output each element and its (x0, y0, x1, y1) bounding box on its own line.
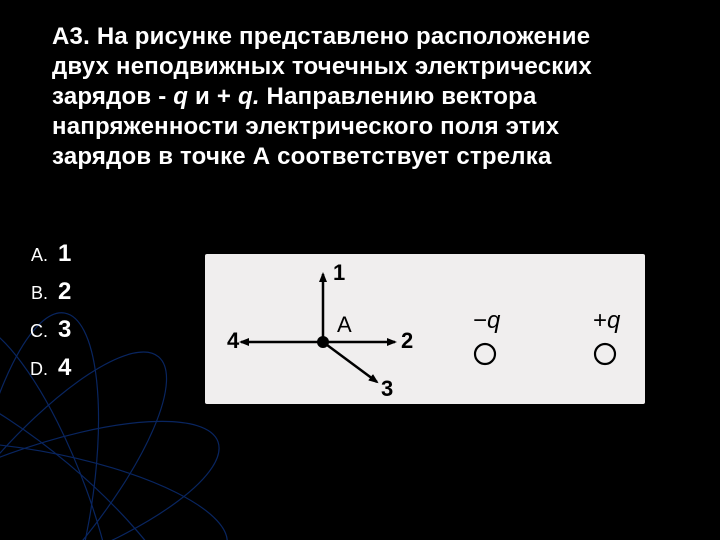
option-b-value: 2 (58, 278, 71, 306)
point-a (317, 336, 329, 348)
charge-plus-label: +q (593, 307, 621, 334)
question-line2: двух неподвижных точечных электрических (52, 52, 664, 82)
physics-figure-svg: А 1 2 3 4 −q +q (205, 254, 645, 404)
option-c-value: 3 (58, 316, 71, 344)
question-line3-mid: и + (188, 83, 238, 110)
label-a: А (337, 312, 352, 337)
label-arrow-3: 3 (381, 376, 393, 401)
option-c-letter: C. (18, 321, 48, 342)
option-c[interactable]: C. 3 (18, 316, 71, 344)
question-q1: q (173, 83, 188, 110)
option-d-letter: D. (18, 359, 48, 380)
option-d-value: 4 (58, 354, 71, 382)
option-b-letter: B. (18, 283, 48, 304)
question-q2: q. (238, 83, 260, 110)
question-text: А3. На рисунке представлено расположение… (52, 22, 664, 172)
option-a[interactable]: A. 1 (18, 240, 71, 268)
question-line3-a: зарядов - (52, 83, 173, 110)
answer-options: A. 1 B. 2 C. 3 D. 4 (18, 240, 71, 392)
option-b[interactable]: B. 2 (18, 278, 71, 306)
option-a-letter: A. (18, 245, 48, 266)
label-arrow-4: 4 (227, 328, 240, 353)
option-d[interactable]: D. 4 (18, 354, 71, 382)
arrow-3 (323, 342, 377, 382)
charge-minus-icon (475, 344, 495, 364)
question-line3-b: Направлению вектора (260, 83, 537, 110)
question-line3: зарядов - q и + q. Направлению вектора (52, 82, 664, 112)
charge-plus-icon (595, 344, 615, 364)
physics-figure: А 1 2 3 4 −q +q (205, 254, 645, 404)
question-line4: напряженности электрического поля этих (52, 112, 664, 142)
option-a-value: 1 (58, 240, 71, 268)
question-line1: А3. На рисунке представлено расположение (52, 22, 664, 52)
slide: А3. На рисунке представлено расположение… (0, 0, 720, 540)
charge-minus-label: −q (473, 307, 501, 334)
label-arrow-1: 1 (333, 260, 345, 285)
label-arrow-2: 2 (401, 328, 413, 353)
question-line5: зарядов в точке А соответствует стрелка (52, 142, 664, 172)
